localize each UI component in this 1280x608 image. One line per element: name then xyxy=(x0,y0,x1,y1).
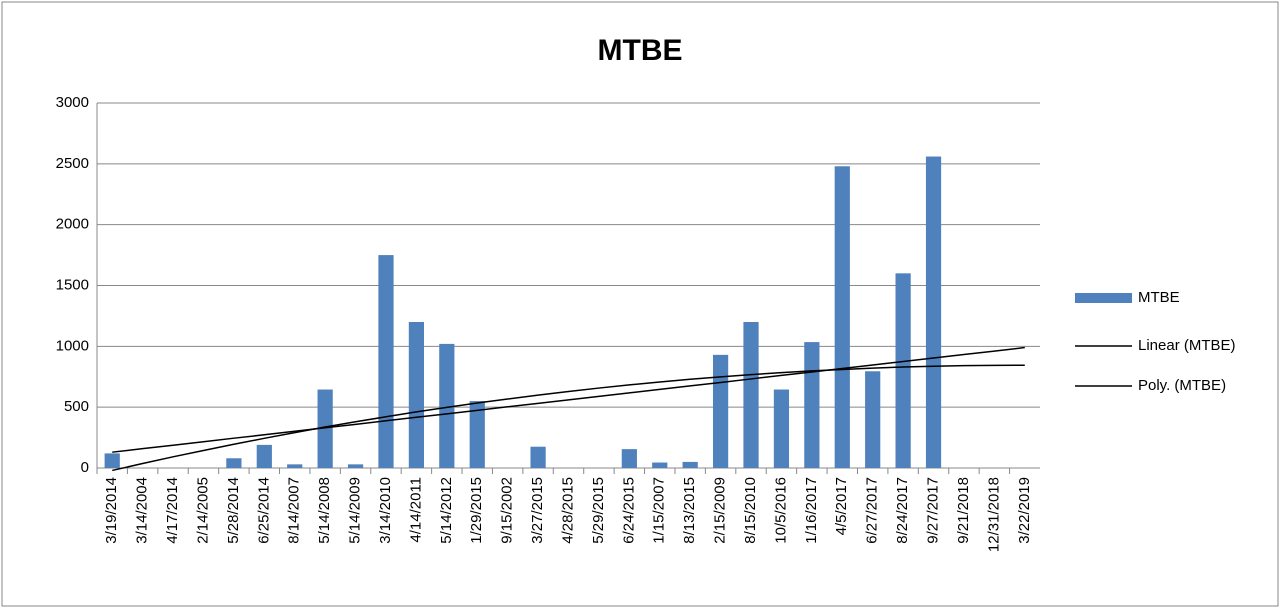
x-tick-label: 5/14/2012 xyxy=(438,477,455,544)
y-tick-label: 500 xyxy=(64,398,89,415)
legend-label: Linear (MTBE) xyxy=(1138,337,1236,354)
bar xyxy=(530,446,546,468)
legend-label: MTBE xyxy=(1138,289,1180,306)
x-tick-label: 4/17/2014 xyxy=(164,477,181,544)
x-tick-label: 3/27/2015 xyxy=(529,477,546,544)
x-tick-label: 1/16/2017 xyxy=(803,477,820,544)
x-tick-label: 6/27/2017 xyxy=(864,477,881,544)
x-tick-label: 4/28/2015 xyxy=(559,477,576,544)
y-tick-label: 2500 xyxy=(56,155,89,172)
x-tick-label: 6/25/2014 xyxy=(255,477,272,544)
bar xyxy=(652,462,668,468)
x-tick-label: 1/15/2007 xyxy=(651,477,668,544)
legend-swatch xyxy=(1075,293,1132,303)
bar xyxy=(773,389,790,468)
x-tick-label: 6/24/2015 xyxy=(620,477,637,544)
x-tick-label: 8/24/2017 xyxy=(894,477,911,544)
x-tick-label: 9/21/2018 xyxy=(955,477,972,544)
x-tick-label: 3/22/2019 xyxy=(1016,477,1033,544)
bar xyxy=(104,453,120,468)
y-tick-label: 3000 xyxy=(56,94,89,111)
x-tick-label: 3/19/2014 xyxy=(103,477,120,544)
y-tick-label: 1000 xyxy=(56,337,89,354)
bar xyxy=(317,389,333,468)
trend-line xyxy=(112,364,1025,472)
x-tick-label: 5/14/2009 xyxy=(347,477,364,544)
bar xyxy=(439,343,455,468)
bar xyxy=(804,342,820,468)
x-tick-label: 8/13/2015 xyxy=(681,477,698,544)
x-tick-label: 8/15/2010 xyxy=(742,477,759,544)
bar xyxy=(256,444,272,468)
bar xyxy=(834,166,850,468)
x-tick-label: 8/14/2007 xyxy=(286,477,303,544)
x-tick-label: 5/28/2014 xyxy=(225,477,242,544)
trend-line xyxy=(112,346,1025,453)
bar xyxy=(378,255,394,468)
bar xyxy=(621,449,637,468)
bar xyxy=(287,464,303,468)
bar xyxy=(682,461,698,468)
x-tick-label: 4/5/2017 xyxy=(833,477,850,535)
x-tick-label: 4/14/2011 xyxy=(407,477,424,543)
x-tick-label: 2/15/2009 xyxy=(712,477,729,544)
y-tick-label: 1500 xyxy=(56,276,89,293)
bar xyxy=(347,464,364,468)
y-tick-label: 0 xyxy=(81,459,89,476)
x-tick-label: 12/31/2018 xyxy=(985,477,1002,552)
x-tick-label: 2/14/2005 xyxy=(194,477,211,544)
chart-title: MTBE xyxy=(598,34,683,67)
bar xyxy=(743,322,759,468)
x-tick-label: 3/14/2004 xyxy=(134,477,151,544)
bar xyxy=(408,322,425,468)
x-tick-label: 9/15/2002 xyxy=(499,477,516,544)
bar xyxy=(925,156,942,469)
bar xyxy=(226,458,242,468)
x-tick-label: 10/5/2016 xyxy=(772,477,789,544)
x-tick-label: 5/29/2015 xyxy=(590,477,607,544)
x-tick-label: 1/29/2015 xyxy=(468,477,485,544)
x-tick-label: 3/14/2010 xyxy=(377,477,394,544)
y-tick-label: 2000 xyxy=(56,216,89,233)
bar xyxy=(469,401,485,468)
bar xyxy=(712,354,729,468)
x-tick-label: 9/27/2017 xyxy=(925,477,942,544)
bar xyxy=(865,371,881,468)
x-tick-label: 5/14/2008 xyxy=(316,477,333,544)
bar xyxy=(895,273,911,468)
legend-label: Poly. (MTBE) xyxy=(1138,377,1226,394)
